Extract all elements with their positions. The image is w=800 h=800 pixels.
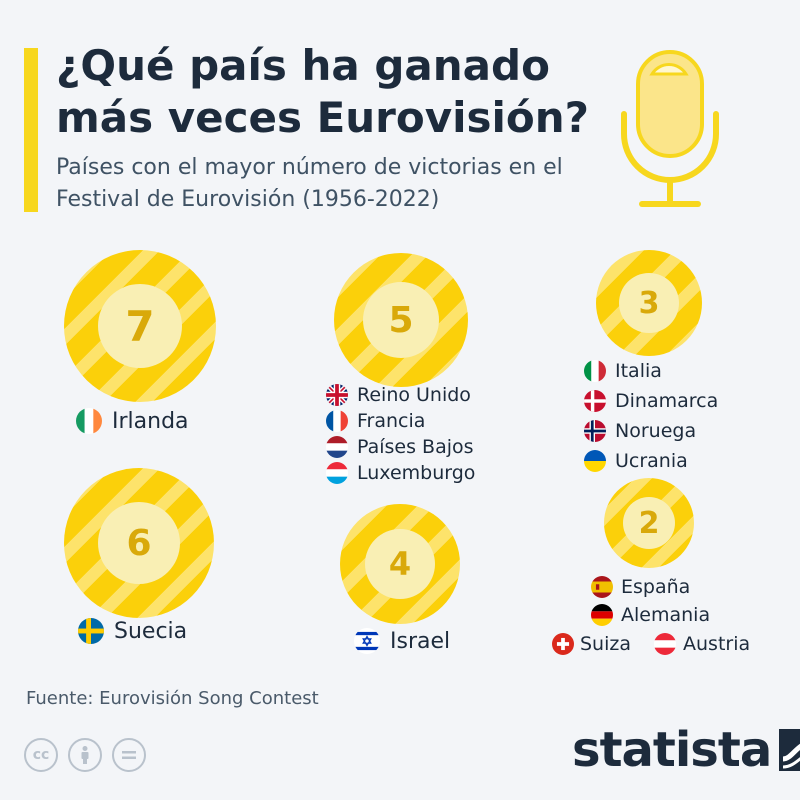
medal-7: 7: [64, 250, 216, 402]
country-espana: España: [591, 576, 690, 598]
spain-flag-icon: [591, 576, 613, 598]
medal-2: 2: [604, 478, 694, 568]
netherlands-flag-icon: [326, 436, 348, 458]
license-icons: cc: [24, 738, 146, 772]
country-label: Italia: [615, 360, 662, 382]
ukraine-flag-icon: [584, 450, 606, 472]
country-label: Suiza: [580, 633, 631, 655]
accent-bar: [24, 48, 38, 212]
country-israel: Israel: [354, 628, 450, 654]
attribution-icon[interactable]: [68, 738, 102, 772]
medal-6: 6: [64, 468, 214, 618]
cc-license-icon[interactable]: cc: [24, 738, 58, 772]
country-dinamarca: Dinamarca: [584, 390, 718, 412]
country-label: España: [621, 576, 691, 598]
medal-number-6: 6: [126, 522, 152, 564]
country-label: Ucrania: [615, 450, 688, 472]
country-label: Francia: [357, 410, 426, 432]
medal-4: 4: [340, 504, 460, 624]
country-label: Reino Unido: [357, 384, 471, 406]
brand-name: statista: [572, 722, 772, 778]
country-label: Luxemburgo: [357, 462, 476, 484]
medal-number-7: 7: [125, 301, 155, 351]
denmark-flag-icon: [584, 390, 606, 412]
luxembourg-flag-icon: [326, 462, 348, 484]
country-luxemburgo: Luxemburgo: [326, 462, 475, 484]
country-alemania: Alemania: [591, 604, 710, 626]
source-note: Fuente: Eurovisión Song Contest: [26, 688, 319, 709]
country-label: Irlanda: [112, 408, 189, 434]
page-subtitle: Países con el mayor número de victorias …: [56, 155, 563, 212]
microphone-icon: [621, 50, 719, 207]
switzerland-flag-icon: [552, 633, 574, 655]
uk-flag-icon: [326, 384, 348, 406]
country-label: Alemania: [621, 604, 711, 626]
country-suecia: Suecia: [78, 618, 187, 644]
germany-flag-icon: [591, 604, 613, 626]
country-label: Noruega: [615, 420, 697, 442]
ireland-flag-icon: [76, 408, 102, 434]
country-noruega: Noruega: [584, 420, 696, 442]
country-francia: Francia: [326, 410, 425, 432]
sweden-flag-icon: [78, 618, 104, 644]
country-irlanda: Irlanda: [76, 408, 189, 434]
medal-3: 3: [596, 250, 702, 356]
medal-number-4: 4: [388, 545, 412, 583]
country-label: Austria: [683, 633, 751, 655]
country-reino-unido: Reino Unido: [326, 384, 471, 406]
country-label: Israel: [390, 628, 451, 654]
medal-5: 5: [334, 253, 468, 387]
country-label: Países Bajos: [357, 436, 474, 458]
country-suiza: Suiza: [552, 633, 631, 655]
country-ucrania: Ucrania: [584, 450, 688, 472]
medal-number-3: 3: [638, 285, 660, 321]
norway-flag-icon: [584, 420, 606, 442]
no-derivatives-icon[interactable]: [112, 738, 146, 772]
page-title: ¿Qué país ha ganado más veces Eurovisión…: [56, 41, 590, 142]
country-italia: Italia: [584, 360, 662, 382]
country-austria: Austria: [654, 633, 750, 655]
israel-flag-icon: [354, 628, 380, 654]
statista-mark-icon: [779, 729, 800, 771]
medal-number-5: 5: [388, 299, 414, 341]
statista-logo[interactable]: statista: [572, 722, 800, 778]
italy-flag-icon: [584, 360, 606, 382]
austria-flag-icon: [654, 633, 676, 655]
country-label: Suecia: [114, 618, 188, 644]
france-flag-icon: [326, 410, 348, 432]
medal-number-2: 2: [638, 505, 660, 541]
country-label: Dinamarca: [615, 390, 719, 412]
country-paises-bajos: Países Bajos: [326, 436, 474, 458]
